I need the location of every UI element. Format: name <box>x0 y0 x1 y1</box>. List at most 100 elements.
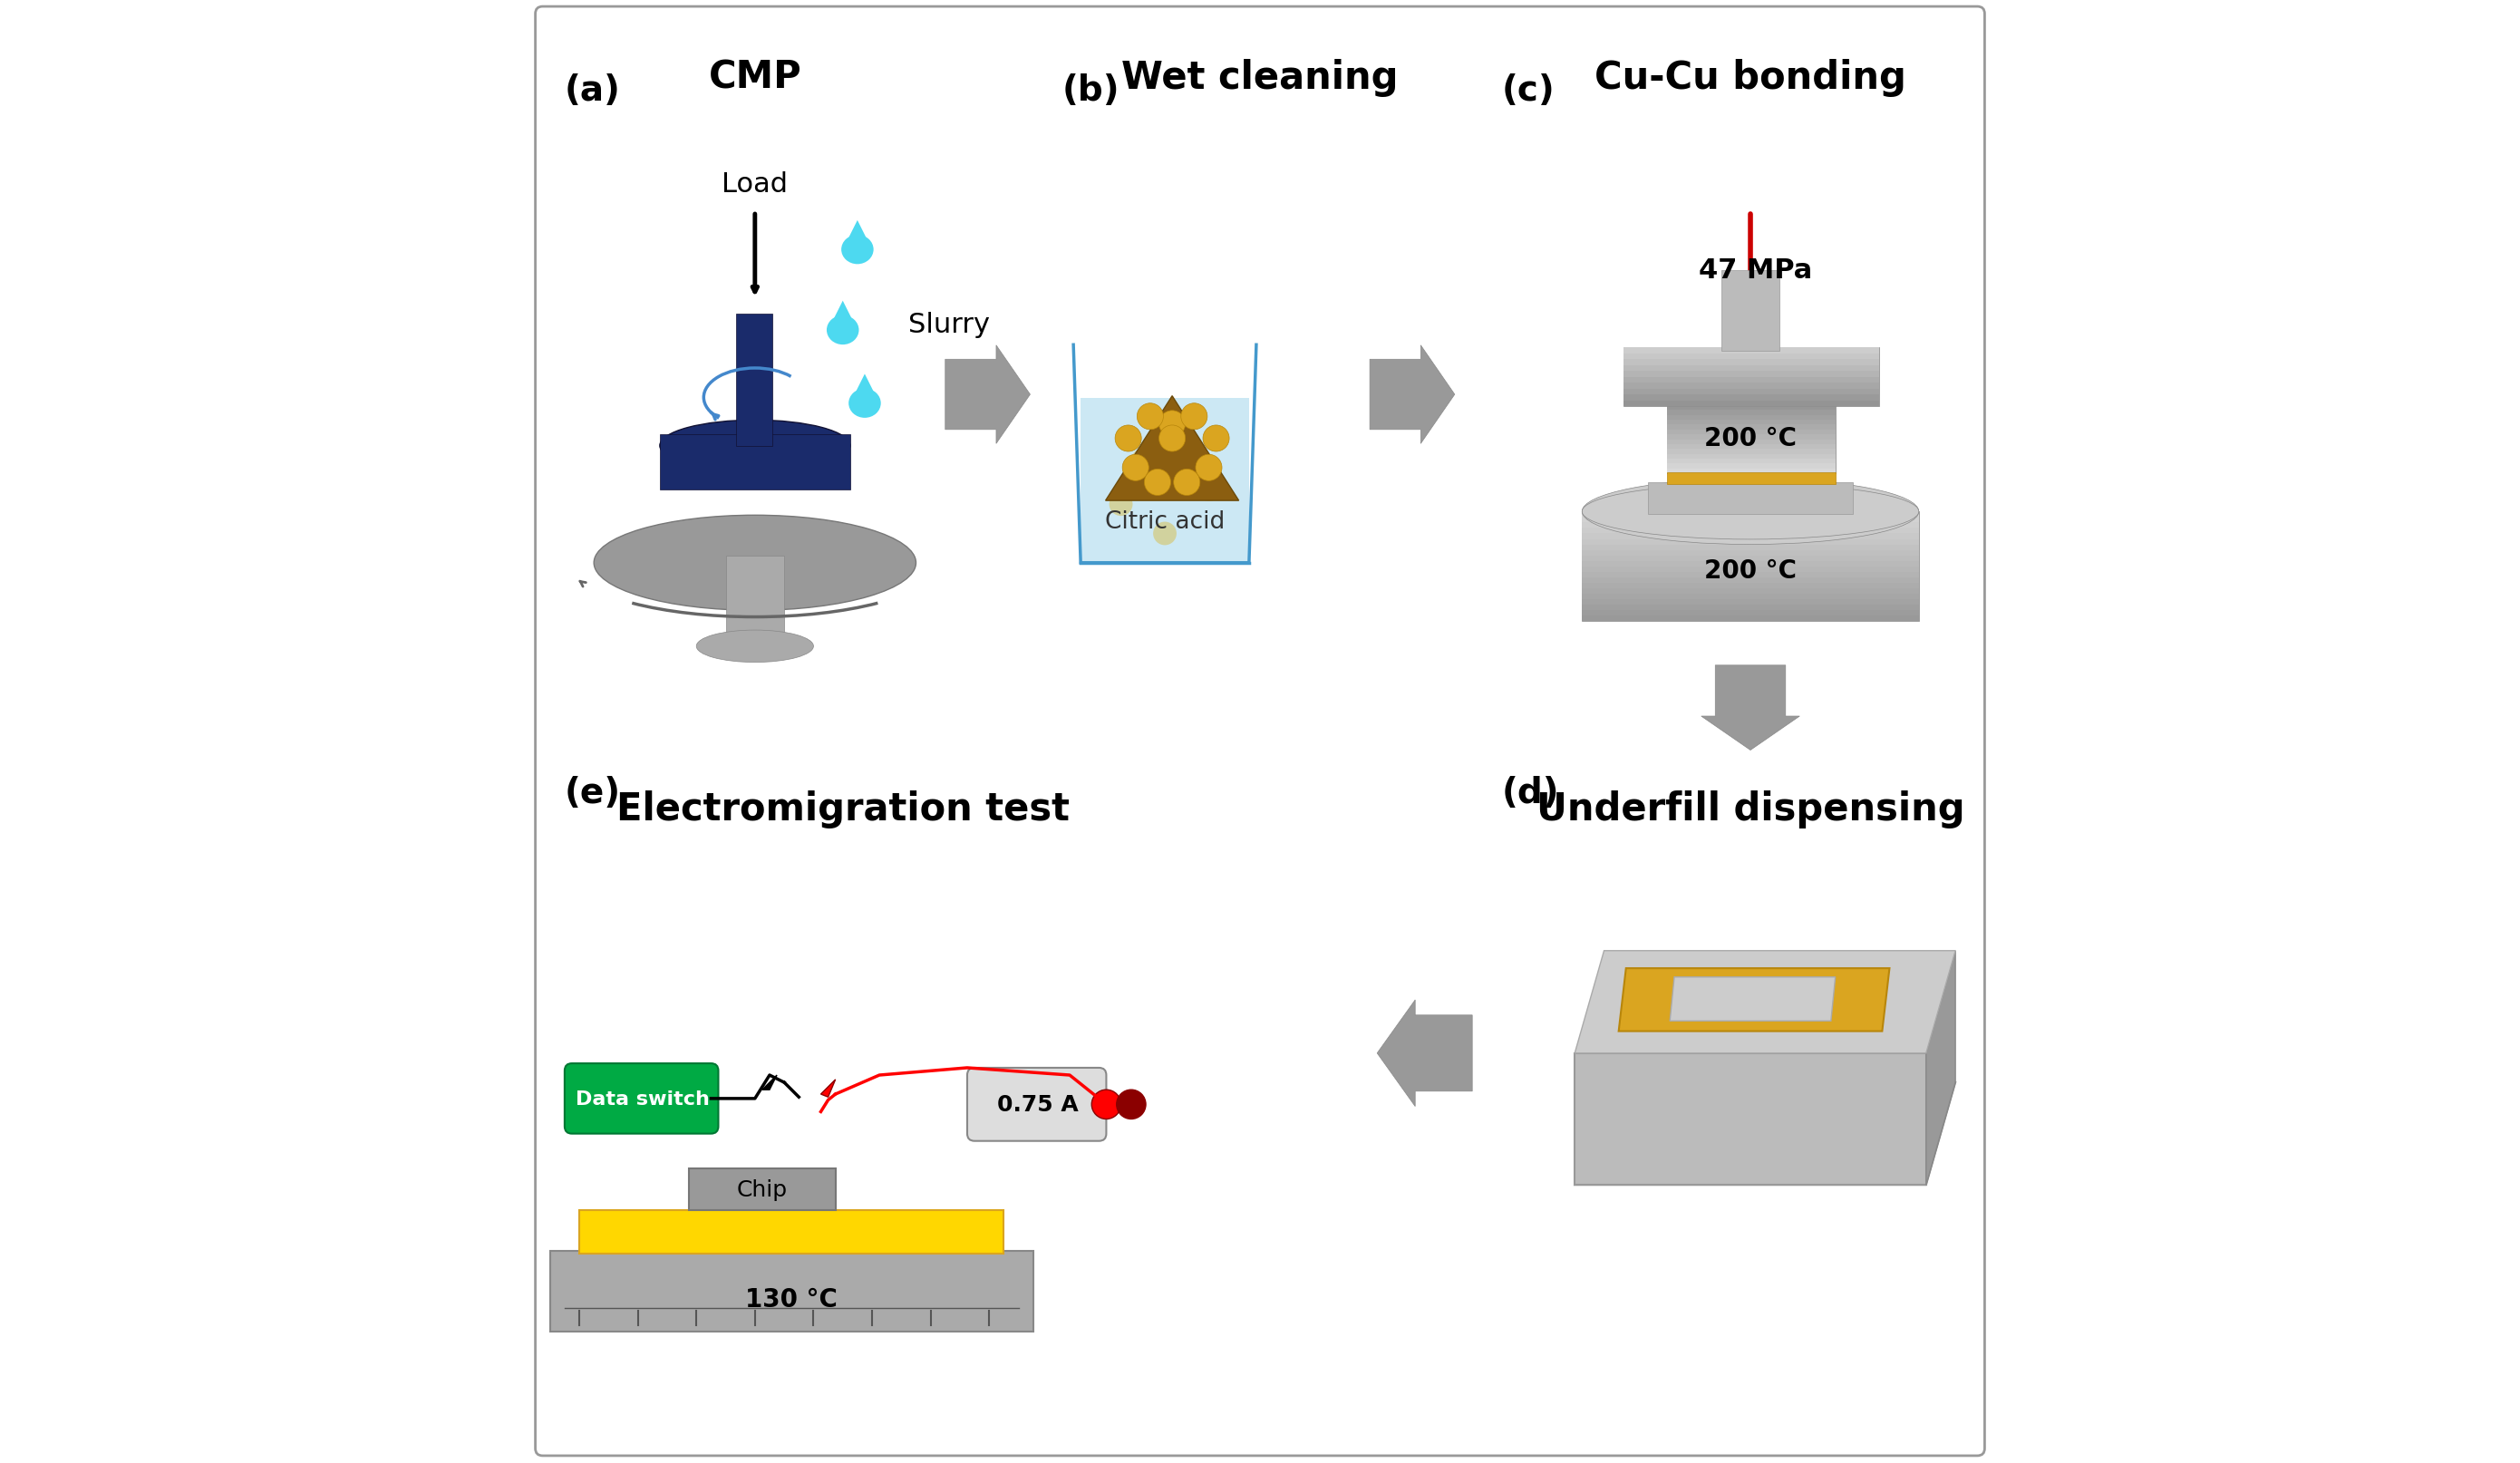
FancyBboxPatch shape <box>1623 366 1880 372</box>
Polygon shape <box>1106 396 1240 502</box>
Circle shape <box>1174 464 1200 487</box>
Circle shape <box>1202 426 1230 452</box>
Ellipse shape <box>1583 478 1918 546</box>
FancyBboxPatch shape <box>1623 348 1880 407</box>
FancyBboxPatch shape <box>1668 435 1835 440</box>
Ellipse shape <box>842 236 874 265</box>
FancyArrow shape <box>945 345 1031 445</box>
Circle shape <box>1116 1090 1147 1119</box>
Circle shape <box>1121 455 1149 481</box>
Circle shape <box>1182 404 1207 430</box>
Circle shape <box>1091 1090 1121 1119</box>
FancyBboxPatch shape <box>1668 445 1835 449</box>
FancyBboxPatch shape <box>1583 546 1918 550</box>
FancyBboxPatch shape <box>1623 389 1880 395</box>
Circle shape <box>1131 449 1154 473</box>
Text: (e): (e) <box>564 775 620 811</box>
Polygon shape <box>1618 969 1890 1031</box>
Polygon shape <box>1671 977 1835 1021</box>
Text: Electromigration test: Electromigration test <box>617 790 1068 828</box>
FancyBboxPatch shape <box>736 315 774 446</box>
Ellipse shape <box>696 631 814 663</box>
Polygon shape <box>842 221 872 250</box>
FancyBboxPatch shape <box>1583 524 1918 528</box>
FancyBboxPatch shape <box>1583 534 1918 540</box>
Ellipse shape <box>660 421 849 473</box>
FancyBboxPatch shape <box>1081 398 1250 563</box>
Ellipse shape <box>1583 484 1918 540</box>
FancyBboxPatch shape <box>1648 483 1852 515</box>
FancyBboxPatch shape <box>1583 616 1918 622</box>
FancyBboxPatch shape <box>1668 459 1835 464</box>
FancyBboxPatch shape <box>1583 518 1918 524</box>
Ellipse shape <box>849 389 882 418</box>
FancyBboxPatch shape <box>1668 464 1835 470</box>
FancyBboxPatch shape <box>564 1064 718 1134</box>
FancyBboxPatch shape <box>968 1068 1106 1141</box>
Text: 47 MPa: 47 MPa <box>1698 257 1812 284</box>
FancyArrow shape <box>1371 345 1454 445</box>
Text: Load: Load <box>721 171 789 198</box>
Polygon shape <box>849 375 879 404</box>
FancyBboxPatch shape <box>1583 540 1918 546</box>
Text: (d): (d) <box>1502 775 1560 811</box>
FancyBboxPatch shape <box>1668 401 1835 474</box>
FancyBboxPatch shape <box>1583 568 1918 572</box>
Text: (b): (b) <box>1063 73 1119 108</box>
Circle shape <box>1159 426 1184 452</box>
FancyBboxPatch shape <box>1583 528 1918 534</box>
Circle shape <box>1154 522 1177 546</box>
Circle shape <box>1197 478 1220 502</box>
Polygon shape <box>761 1075 776 1090</box>
FancyBboxPatch shape <box>534 7 1986 1456</box>
FancyBboxPatch shape <box>1623 395 1880 401</box>
Text: Data switch: Data switch <box>575 1090 708 1107</box>
Circle shape <box>1109 493 1131 516</box>
Polygon shape <box>1575 1053 1925 1185</box>
Text: Underfill dispensing: Underfill dispensing <box>1537 790 1966 828</box>
Polygon shape <box>822 1080 837 1097</box>
FancyBboxPatch shape <box>1668 401 1835 405</box>
Text: Wet cleaning: Wet cleaning <box>1121 59 1399 97</box>
FancyArrow shape <box>1701 666 1799 751</box>
FancyBboxPatch shape <box>1583 590 1918 594</box>
Polygon shape <box>1575 951 1956 1053</box>
FancyBboxPatch shape <box>688 1169 837 1210</box>
FancyBboxPatch shape <box>1583 550 1918 556</box>
FancyBboxPatch shape <box>660 435 849 490</box>
FancyBboxPatch shape <box>1668 455 1835 459</box>
FancyBboxPatch shape <box>1623 372 1880 377</box>
FancyBboxPatch shape <box>1583 600 1918 606</box>
FancyBboxPatch shape <box>1583 512 1918 622</box>
FancyBboxPatch shape <box>1583 584 1918 590</box>
FancyArrow shape <box>1376 1001 1472 1106</box>
FancyBboxPatch shape <box>1668 415 1835 420</box>
FancyBboxPatch shape <box>1623 377 1880 383</box>
Polygon shape <box>1575 1083 1956 1185</box>
Ellipse shape <box>595 516 915 612</box>
Text: 200 °C: 200 °C <box>1704 557 1797 584</box>
FancyBboxPatch shape <box>1668 430 1835 435</box>
FancyBboxPatch shape <box>1583 612 1918 616</box>
FancyBboxPatch shape <box>1623 348 1880 354</box>
Text: Chip: Chip <box>736 1179 789 1200</box>
Text: 130 °C: 130 °C <box>746 1286 837 1312</box>
FancyBboxPatch shape <box>1668 426 1835 430</box>
Text: 0.75 A: 0.75 A <box>998 1094 1079 1115</box>
Text: Citric acid: Citric acid <box>1104 511 1225 534</box>
FancyBboxPatch shape <box>1668 420 1835 426</box>
FancyBboxPatch shape <box>1668 473 1835 484</box>
FancyBboxPatch shape <box>1583 556 1918 562</box>
Circle shape <box>1174 470 1200 496</box>
FancyBboxPatch shape <box>1583 578 1918 584</box>
FancyBboxPatch shape <box>1583 562 1918 568</box>
FancyBboxPatch shape <box>580 1210 1003 1254</box>
FancyBboxPatch shape <box>1721 271 1779 351</box>
Text: Slurry: Slurry <box>910 312 990 338</box>
Polygon shape <box>1925 951 1956 1185</box>
FancyBboxPatch shape <box>1583 594 1918 600</box>
FancyBboxPatch shape <box>1583 572 1918 578</box>
Ellipse shape <box>827 316 859 345</box>
FancyBboxPatch shape <box>1583 512 1918 518</box>
FancyBboxPatch shape <box>1623 360 1880 366</box>
